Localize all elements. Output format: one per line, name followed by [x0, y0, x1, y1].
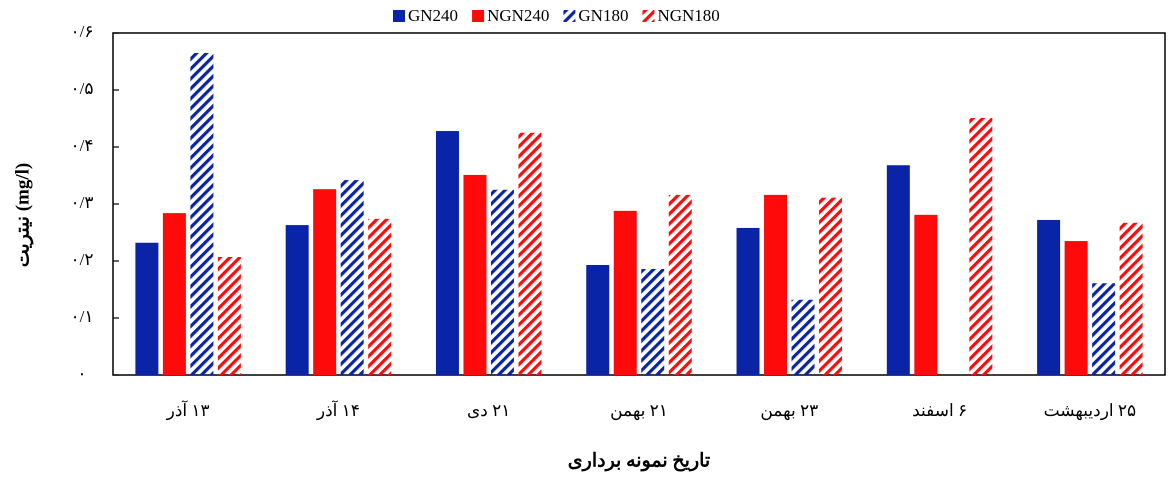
- y-tick-label: ۰/۳: [71, 193, 94, 212]
- y-tick-label: ۰/۴: [71, 136, 94, 155]
- bar: [435, 131, 459, 375]
- x-tick-label: ۱۴ آذر: [316, 399, 360, 421]
- bar: [914, 214, 938, 375]
- x-tick-label: ۲۵ اردیبهشت: [1044, 401, 1137, 421]
- bar: [190, 52, 214, 375]
- y-tick-label: ۰/۱: [71, 307, 94, 326]
- x-tick-label: ۱۳ آذر: [166, 399, 210, 421]
- bar: [1092, 283, 1116, 375]
- bar: [518, 132, 542, 375]
- x-tick-label: ۶ اسفند: [912, 401, 967, 420]
- x-tick-label: ۲۱ بهمن: [610, 401, 668, 421]
- legend-label: NGN180: [657, 6, 719, 25]
- x-axis-title: تاریخ نمونه برداری: [568, 450, 710, 471]
- bar: [1119, 222, 1143, 375]
- bar: [490, 189, 514, 375]
- bar: [668, 194, 692, 375]
- bar: [819, 197, 843, 375]
- bar: [285, 225, 309, 375]
- bar: [162, 213, 186, 375]
- y-tick-label: ۰/۶: [71, 22, 94, 41]
- legend-swatch: [642, 10, 655, 22]
- legend-swatch: [563, 10, 576, 22]
- legend-swatch: [393, 10, 405, 22]
- legend-label: GN240: [408, 6, 458, 25]
- bar: [1037, 219, 1061, 375]
- bar: [969, 117, 993, 376]
- bar: [368, 218, 392, 375]
- plot-frame: [112, 32, 1166, 376]
- bar: [340, 180, 364, 375]
- y-axis-title: نیتریت (mg/l): [12, 163, 33, 267]
- bar: [586, 264, 610, 375]
- bar: [1064, 241, 1088, 375]
- y-tick-label: ۰/۵: [71, 79, 94, 98]
- bar: [641, 268, 665, 375]
- bar: [217, 257, 241, 375]
- bar: [463, 174, 487, 375]
- bar: [135, 242, 159, 375]
- bar: [613, 210, 637, 375]
- x-tick-label: ۲۱ دی: [467, 401, 510, 420]
- bar: [313, 189, 337, 375]
- bar: [886, 165, 910, 375]
- bar: [791, 299, 815, 375]
- bar: [764, 194, 788, 375]
- y-tick-label: ۰: [77, 364, 86, 383]
- y-tick-label: ۰/۲: [71, 250, 94, 269]
- x-tick-label: ۲۳ بهمن: [760, 401, 818, 421]
- legend-label: NGN240: [487, 6, 549, 25]
- bar: [736, 227, 760, 375]
- legend-swatch: [472, 10, 485, 22]
- legend-label: GN180: [578, 6, 628, 25]
